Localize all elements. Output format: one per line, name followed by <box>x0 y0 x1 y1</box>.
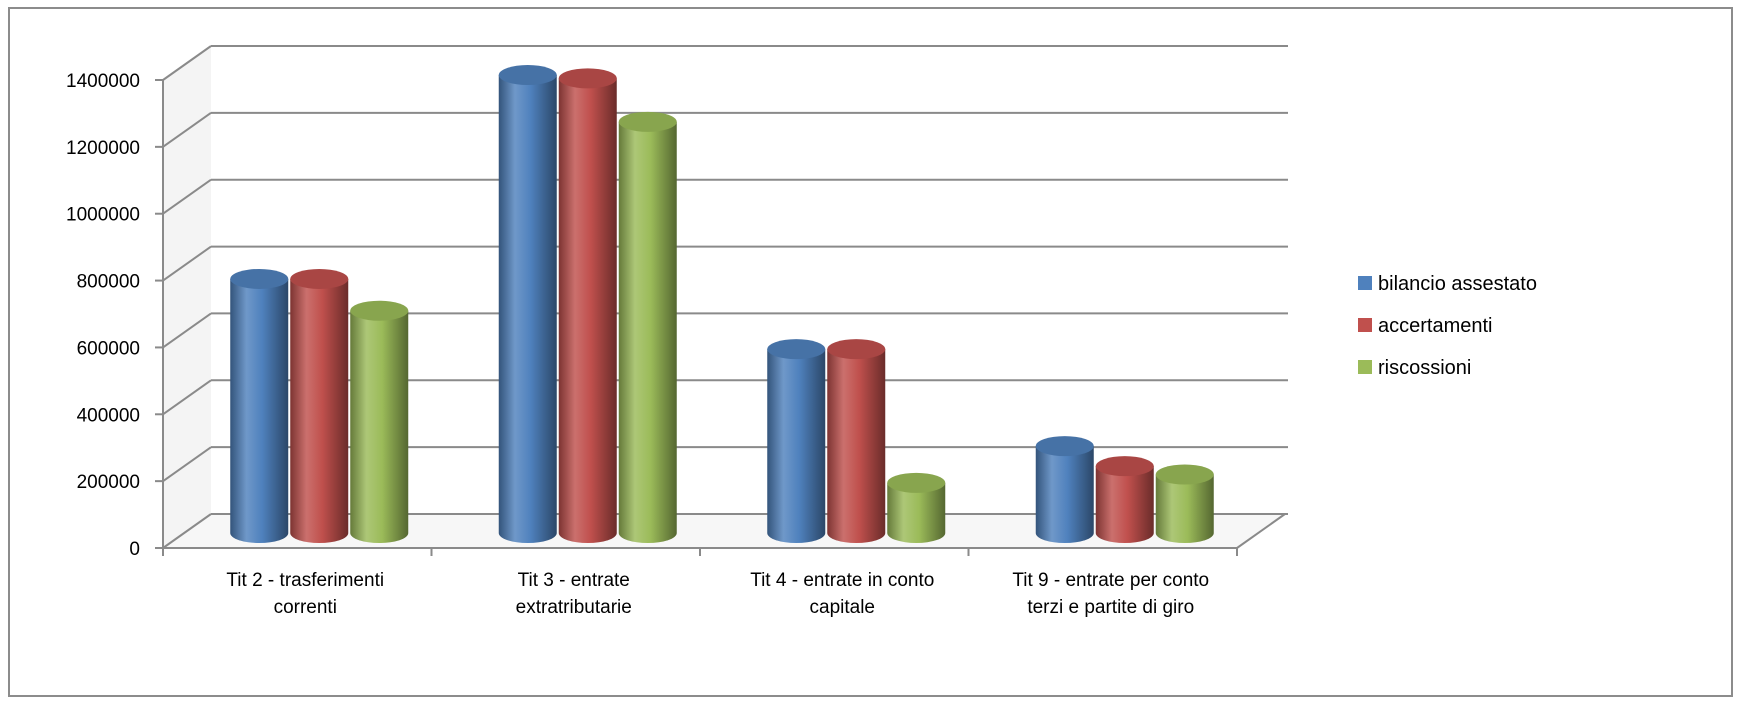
bar-accertamenti-3 <box>827 339 886 543</box>
legend-swatch <box>1358 318 1372 332</box>
bar-riscossioni-4 <box>1155 464 1214 543</box>
legend-label: bilancio assestato <box>1378 273 1537 295</box>
gridline-side <box>162 446 212 482</box>
gridline-side <box>162 513 212 549</box>
bar-bilancio-assestato-3 <box>767 339 826 543</box>
chart-legend: bilancio assestato accertamenti riscossion… <box>1358 273 1537 379</box>
bar-riscossioni-2 <box>618 111 677 543</box>
bar-accertamenti-4 <box>1095 456 1154 543</box>
side-wall <box>163 46 211 548</box>
bar-riscossioni-1 <box>350 300 409 543</box>
x-category-label: Tit 3 - entrate extratributarie <box>516 570 632 618</box>
bar-bilancio-assestato-1 <box>230 268 289 543</box>
y-tick-label: 800000 <box>77 272 140 293</box>
legend-item-riscossioni: riscossioni <box>1358 357 1471 379</box>
floor <box>163 514 1285 548</box>
chart-walls <box>163 46 1285 548</box>
bar-bilancio-assestato-4 <box>1035 436 1094 543</box>
y-tick-label: 1000000 <box>66 205 140 226</box>
y-tick-label: 1200000 <box>66 138 140 159</box>
y-tick-label: 1400000 <box>66 71 140 92</box>
legend-swatch <box>1358 360 1372 374</box>
chart-axes <box>155 79 1238 556</box>
y-tick-label: 0 <box>129 539 140 560</box>
x-category-label: Tit 9 - entrate per conto terzi e partite… <box>1012 570 1209 618</box>
floor-edge <box>1236 513 1286 549</box>
gridline-side <box>162 312 212 349</box>
y-axis-tick-labels: 0 200000 400000 600000 800000 1000000 1200000 1… <box>66 71 140 560</box>
chart-bars <box>230 65 1214 544</box>
x-category-label: Tit 4 - entrate in conto capitale <box>750 570 934 618</box>
y-tick-label: 400000 <box>77 405 140 426</box>
legend-item-accertamenti: accertamenti <box>1358 315 1493 337</box>
y-tick-label: 600000 <box>77 338 140 359</box>
legend-swatch <box>1358 276 1372 290</box>
gridline-side <box>162 45 212 81</box>
gridline-side <box>162 245 212 282</box>
bar-bilancio-assestato-2 <box>498 65 557 544</box>
gridline-side <box>162 379 212 416</box>
legend-label: riscossioni <box>1378 357 1471 379</box>
gridline-side <box>162 112 212 148</box>
legend-item-bilancio-assestato: bilancio assestato <box>1358 273 1537 295</box>
legend-label: accertamenti <box>1378 315 1493 337</box>
x-axis-category-labels: Tit 2 - trasferimenti correnti Tit 3 - ent… <box>226 570 1209 618</box>
x-category-label: Tit 2 - trasferimenti correnti <box>226 570 384 618</box>
bar-accertamenti-1 <box>290 268 349 543</box>
bar-riscossioni-3 <box>887 472 946 543</box>
bar-accertamenti-2 <box>558 68 617 543</box>
gridline-side <box>162 178 212 215</box>
y-tick-label: 200000 <box>77 472 140 493</box>
